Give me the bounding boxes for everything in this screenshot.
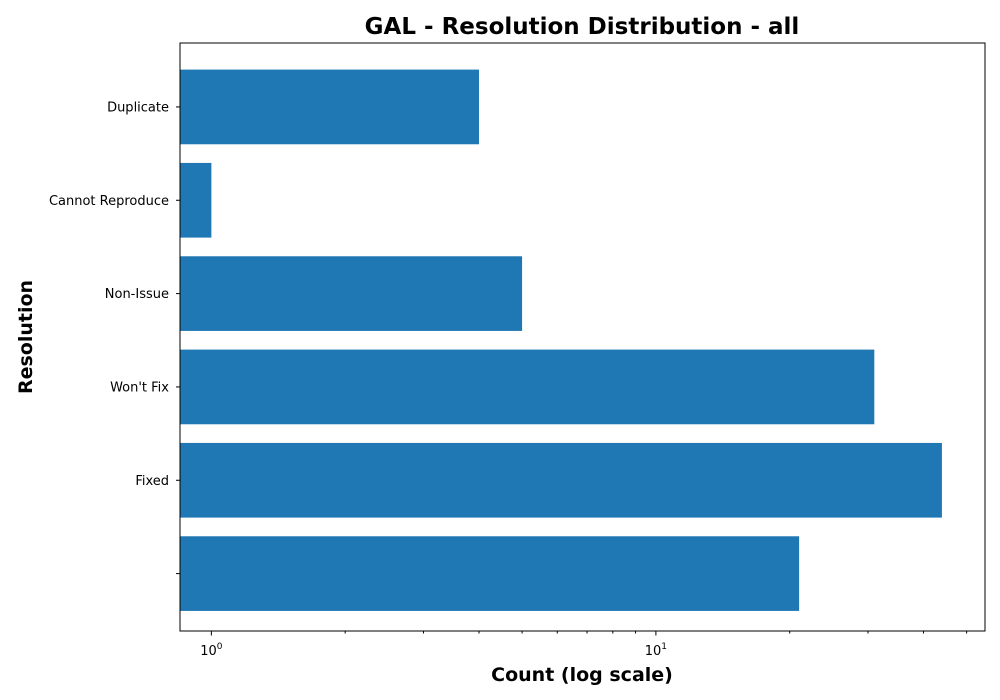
bar-unlabeled [180, 536, 800, 611]
y-tick-label: Won't Fix [110, 380, 169, 395]
y-axis-label: Resolution [15, 280, 37, 394]
bar-non-issue [180, 256, 523, 331]
x-tick-label: 101 [645, 642, 667, 659]
y-tick-label: Fixed [135, 474, 169, 489]
y-tick-label: Cannot Reproduce [49, 194, 169, 209]
bars-group [180, 69, 942, 611]
chart-title: GAL - Resolution Distribution - all [365, 14, 800, 40]
plot-frame [179, 42, 986, 632]
bar-duplicate [180, 69, 480, 145]
bar-cannot-reproduce [180, 162, 212, 238]
x-axis-ticks: 100 101 [200, 631, 968, 659]
y-tick-label: Non-Issue [105, 287, 169, 302]
x-tick-label: 100 [200, 642, 223, 659]
y-axis-ticks: Duplicate Cannot Reproduce Non-Issue Won't … [49, 100, 180, 575]
bar-won-t-fix [180, 349, 875, 425]
x-axis-label: Count (log scale) [491, 664, 673, 686]
y-tick-label: Duplicate [107, 100, 169, 115]
bar-fixed [180, 442, 942, 518]
